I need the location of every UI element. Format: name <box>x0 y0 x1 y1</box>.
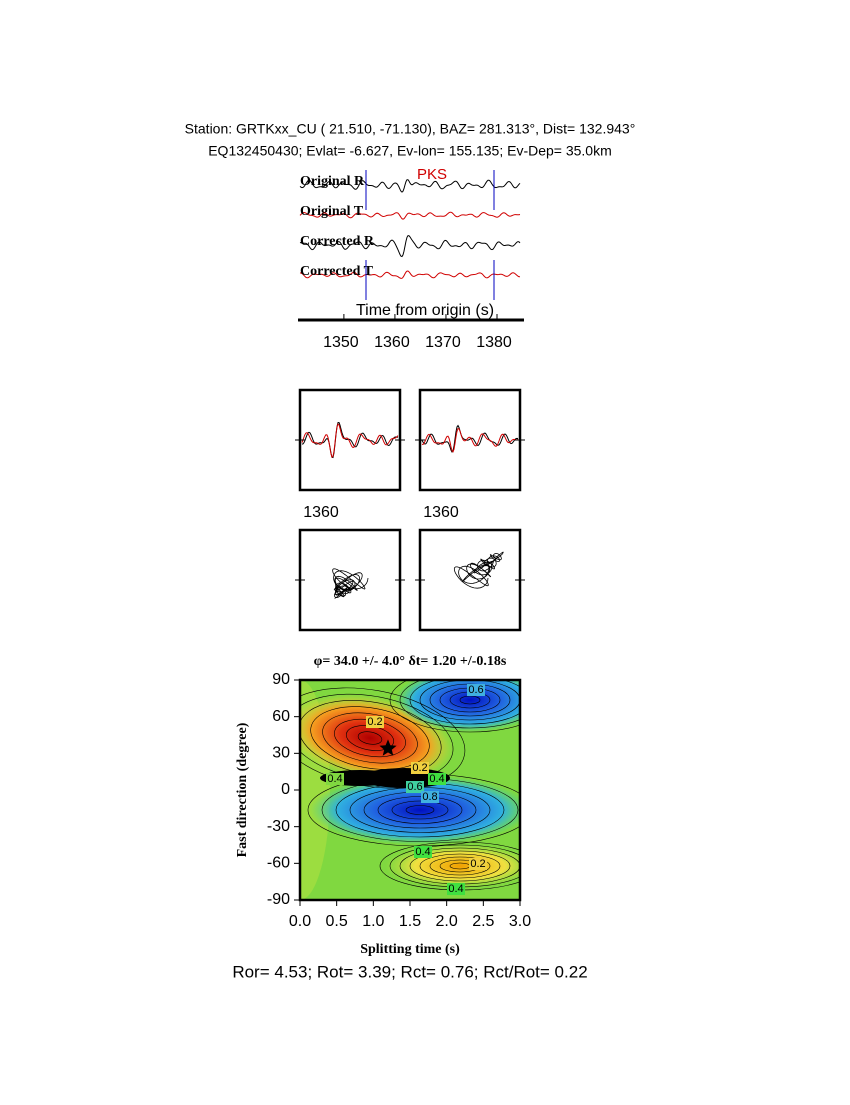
contour-label: 0.6 <box>468 684 483 696</box>
contour-label: 0.2 <box>470 858 485 870</box>
x-tick-label: 0.5 <box>326 913 348 930</box>
x-tick-label: 1.5 <box>399 913 421 930</box>
y-tick-label: -60 <box>267 855 290 872</box>
time-axis-label: Time from origin (s) <box>356 302 494 319</box>
y-tick-label: -90 <box>267 891 290 908</box>
contour <box>419 680 520 721</box>
contour-label-bg <box>428 773 446 785</box>
contour <box>419 853 501 879</box>
contour-label: 0.4 <box>415 846 430 858</box>
phase-label: PKS <box>417 166 447 183</box>
contour-label-bg <box>411 762 429 774</box>
contour <box>409 680 520 725</box>
contour-label-bg <box>406 781 424 793</box>
trace-label: Corrected R <box>300 234 375 249</box>
particle-motion <box>332 568 369 599</box>
contour <box>409 850 511 882</box>
event-line: EQ132450430; Evlat= -6.627, Ev-lon= 155.… <box>208 143 612 159</box>
trace <box>299 179 521 193</box>
trace-label: Original R <box>300 174 365 189</box>
contour-label-bg <box>469 858 487 870</box>
trace <box>299 211 521 220</box>
contour-label: 0.4 <box>429 773 444 785</box>
comparison-traces <box>295 421 525 599</box>
contour <box>300 700 442 776</box>
time-label: 1360 <box>423 504 459 521</box>
y-tick-label: 60 <box>272 708 290 725</box>
contour-label: 0.4 <box>327 773 342 785</box>
y-axis-label: Fast direction (degree) <box>235 722 250 857</box>
x-tick-label: 1.0 <box>362 913 384 930</box>
contour <box>300 693 454 783</box>
x-tick-label: 2.5 <box>472 913 494 930</box>
contour-label-bg <box>467 684 485 696</box>
contour-label-bg <box>447 883 465 895</box>
time-label: 1360 <box>303 504 339 521</box>
contour-label: 0.2 <box>367 716 382 728</box>
trace <box>421 424 519 453</box>
contour <box>321 778 519 842</box>
contour-label: 0.2 <box>412 762 427 774</box>
contour-label: 0.6 <box>407 781 422 793</box>
contour <box>391 800 449 820</box>
y-tick-label: -30 <box>267 818 290 835</box>
tick-label: 1360 <box>374 334 410 351</box>
footer: Ror= 4.53; Rot= 3.39; Rct= 0.76; Rct/Rot… <box>232 962 587 981</box>
contour <box>399 680 520 729</box>
tick-label: 1380 <box>476 334 512 351</box>
contour <box>300 687 466 789</box>
y-tick-label: 0 <box>281 781 290 798</box>
x-axis-label: Splitting time (s) <box>360 942 460 957</box>
station-line: Station: GRTKxx_CU ( 21.510, -71.130), B… <box>185 121 636 137</box>
contour <box>377 796 463 824</box>
particle-motion <box>453 551 504 589</box>
contour <box>322 712 418 764</box>
y-tick-label: 30 <box>272 745 290 762</box>
trace <box>301 423 399 459</box>
best-fit-star <box>379 739 397 756</box>
contour <box>357 731 383 745</box>
x-tick-label: 2.0 <box>436 913 458 930</box>
contour-label: 0.4 <box>448 883 463 895</box>
contour <box>389 680 520 733</box>
contour-label-bg <box>421 791 439 803</box>
trace <box>301 421 399 459</box>
trace <box>299 270 521 279</box>
contour-title: φ= 34.0 +/- 4.0° δt= 1.20 +/-0.18s <box>314 654 507 669</box>
trace <box>299 235 521 258</box>
contour <box>310 706 430 770</box>
trace-label: Corrected T <box>300 264 374 279</box>
y-tick-label: 90 <box>272 671 290 688</box>
contour <box>429 856 491 876</box>
tick-label: 1370 <box>425 334 461 351</box>
contour-label-bg <box>366 716 384 728</box>
contour-label-bg <box>414 846 432 858</box>
trace-label: Original T <box>300 204 364 219</box>
x-tick-label: 0.0 <box>289 913 311 930</box>
waveform-panel: Original R Original T Corrected R Corrected… <box>298 166 524 351</box>
particle-box <box>418 528 522 632</box>
tick-label: 1350 <box>323 334 359 351</box>
contour <box>405 805 435 815</box>
x-tick-label: 3.0 <box>509 913 531 930</box>
contour-label: 0.8 <box>422 791 437 803</box>
trace <box>421 428 519 453</box>
contour-label-bg <box>326 773 344 785</box>
